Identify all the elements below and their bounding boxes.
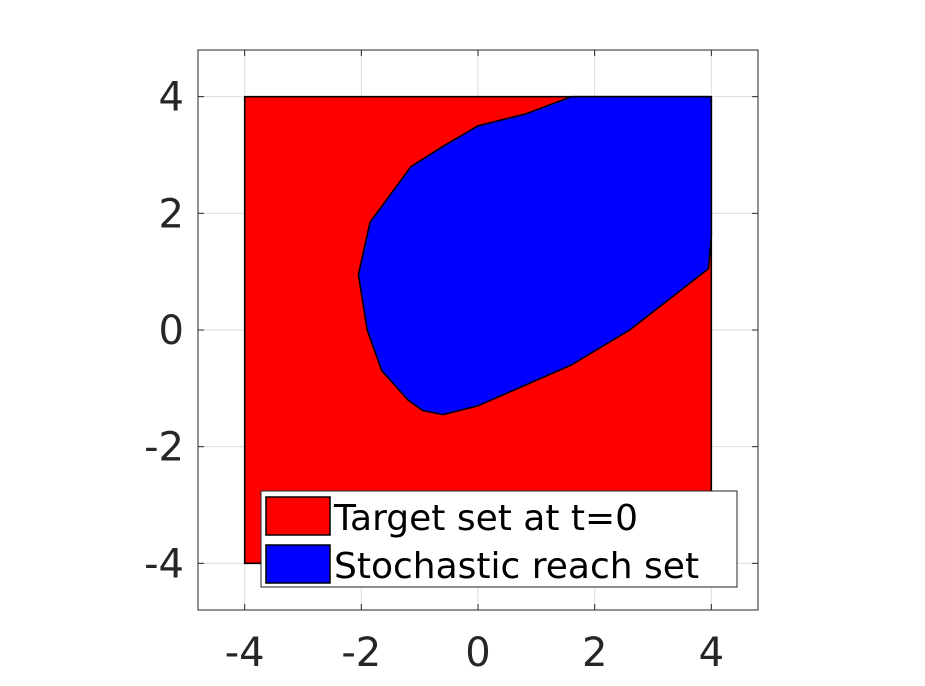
y-tick-label: 4 [159,75,184,121]
y-axis-tick-labels: -4 -2 0 2 4 [144,75,184,588]
y-tick-label: 2 [159,191,184,237]
x-axis-tick-labels: -4 -2 0 2 4 [225,630,724,676]
legend-box [260,490,738,588]
x-tick-label: 0 [465,630,490,676]
y-tick-label: -2 [144,425,184,471]
x-tick-label: -2 [341,630,381,676]
stochastic-reach-set-region [357,95,713,416]
legend-label-stochastic-reach-set: Stochastic reach set [334,546,699,587]
x-tick-label: -4 [225,630,265,676]
x-tick-label: 4 [699,630,724,676]
legend-swatch-stochastic-reach-set [265,544,331,584]
y-tick-label: -4 [144,541,184,587]
plot-regions [243,95,713,565]
legend: Target set at t=0 Stochastic reach set [260,490,738,588]
axis-ticks [198,50,758,610]
legend-swatch-target-set [265,496,331,536]
x-tick-label: 2 [582,630,607,676]
y-tick-label: 0 [159,308,184,354]
legend-label-target-set: Target set at t=0 [333,498,638,539]
